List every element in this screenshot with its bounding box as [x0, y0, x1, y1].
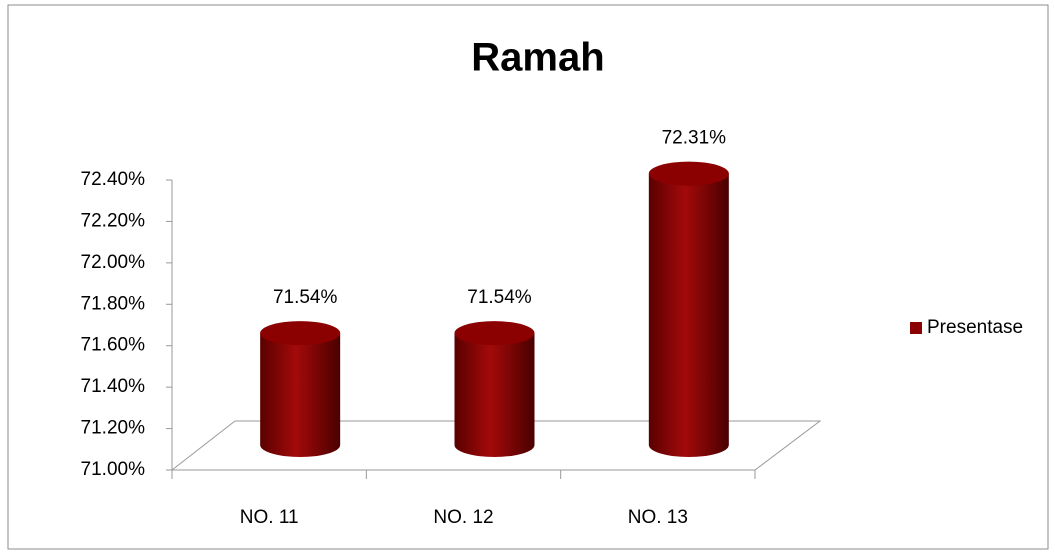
value-label: 72.31% [662, 128, 727, 149]
bar-body [648, 173, 729, 458]
chart-title: Ramah [471, 36, 604, 80]
y-tick-label: 72.00% [81, 252, 146, 273]
bar [648, 161, 729, 458]
bar-body [260, 333, 341, 458]
y-tick-label: 72.20% [81, 210, 146, 231]
y-tick-label: 71.00% [81, 459, 146, 480]
x-tick-label: NO. 13 [628, 507, 688, 528]
y-tick-label: 71.80% [81, 293, 146, 314]
bar-top [260, 321, 341, 346]
bar-top [648, 161, 729, 186]
y-tick-label: 72.40% [81, 169, 146, 190]
y-tick-label: 71.40% [81, 376, 146, 397]
chart-border [7, 4, 1049, 550]
y-tick-label: 71.20% [81, 418, 146, 439]
bar [260, 321, 341, 458]
legend-label: Presentase [927, 317, 1023, 338]
x-tick-label: NO. 12 [433, 507, 493, 528]
value-label: 71.54% [467, 287, 532, 308]
bar-top [454, 321, 535, 346]
value-label: 71.54% [273, 287, 338, 308]
x-tick-label: NO. 11 [240, 507, 299, 528]
bar [454, 321, 535, 458]
legend-swatch [910, 322, 922, 334]
bar-body [454, 333, 535, 458]
y-tick-label: 71.60% [81, 335, 146, 356]
